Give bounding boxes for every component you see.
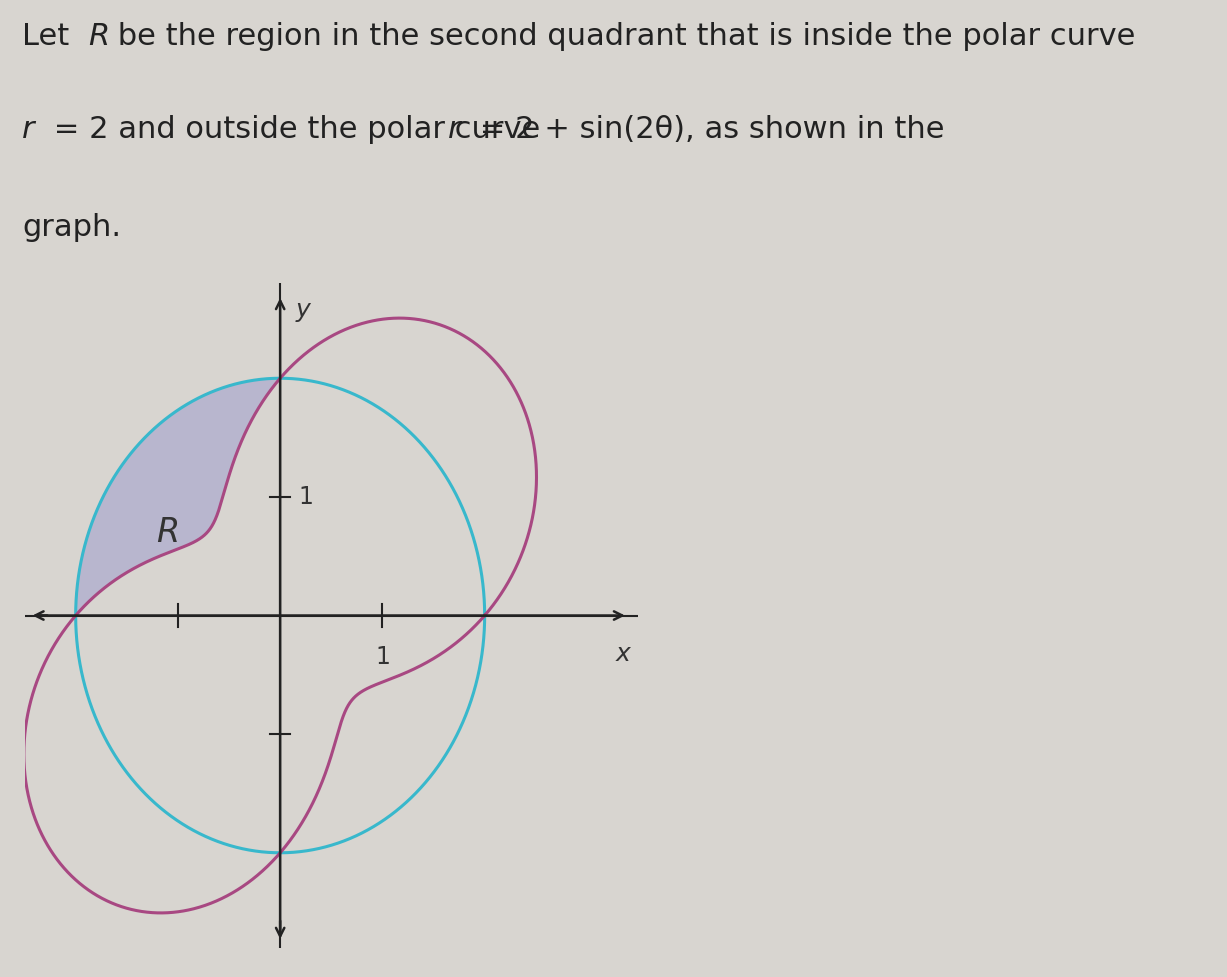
- Text: R: R: [156, 516, 179, 549]
- Text: Let: Let: [22, 21, 79, 51]
- Text: r: r: [22, 115, 34, 144]
- Text: 1: 1: [375, 645, 390, 669]
- Text: y: y: [296, 298, 310, 321]
- Text: R: R: [88, 21, 109, 51]
- Text: = 2 + sin(2θ), as shown in the: = 2 + sin(2θ), as shown in the: [470, 115, 945, 144]
- Text: = 2 and outside the polar curve: = 2 and outside the polar curve: [44, 115, 550, 144]
- Text: be the region in the second quadrant that is inside the polar curve: be the region in the second quadrant tha…: [108, 21, 1135, 51]
- Text: graph.: graph.: [22, 213, 121, 242]
- Text: 1: 1: [298, 485, 313, 509]
- Text: x: x: [615, 642, 631, 665]
- Text: r: r: [448, 115, 460, 144]
- Polygon shape: [76, 378, 280, 616]
